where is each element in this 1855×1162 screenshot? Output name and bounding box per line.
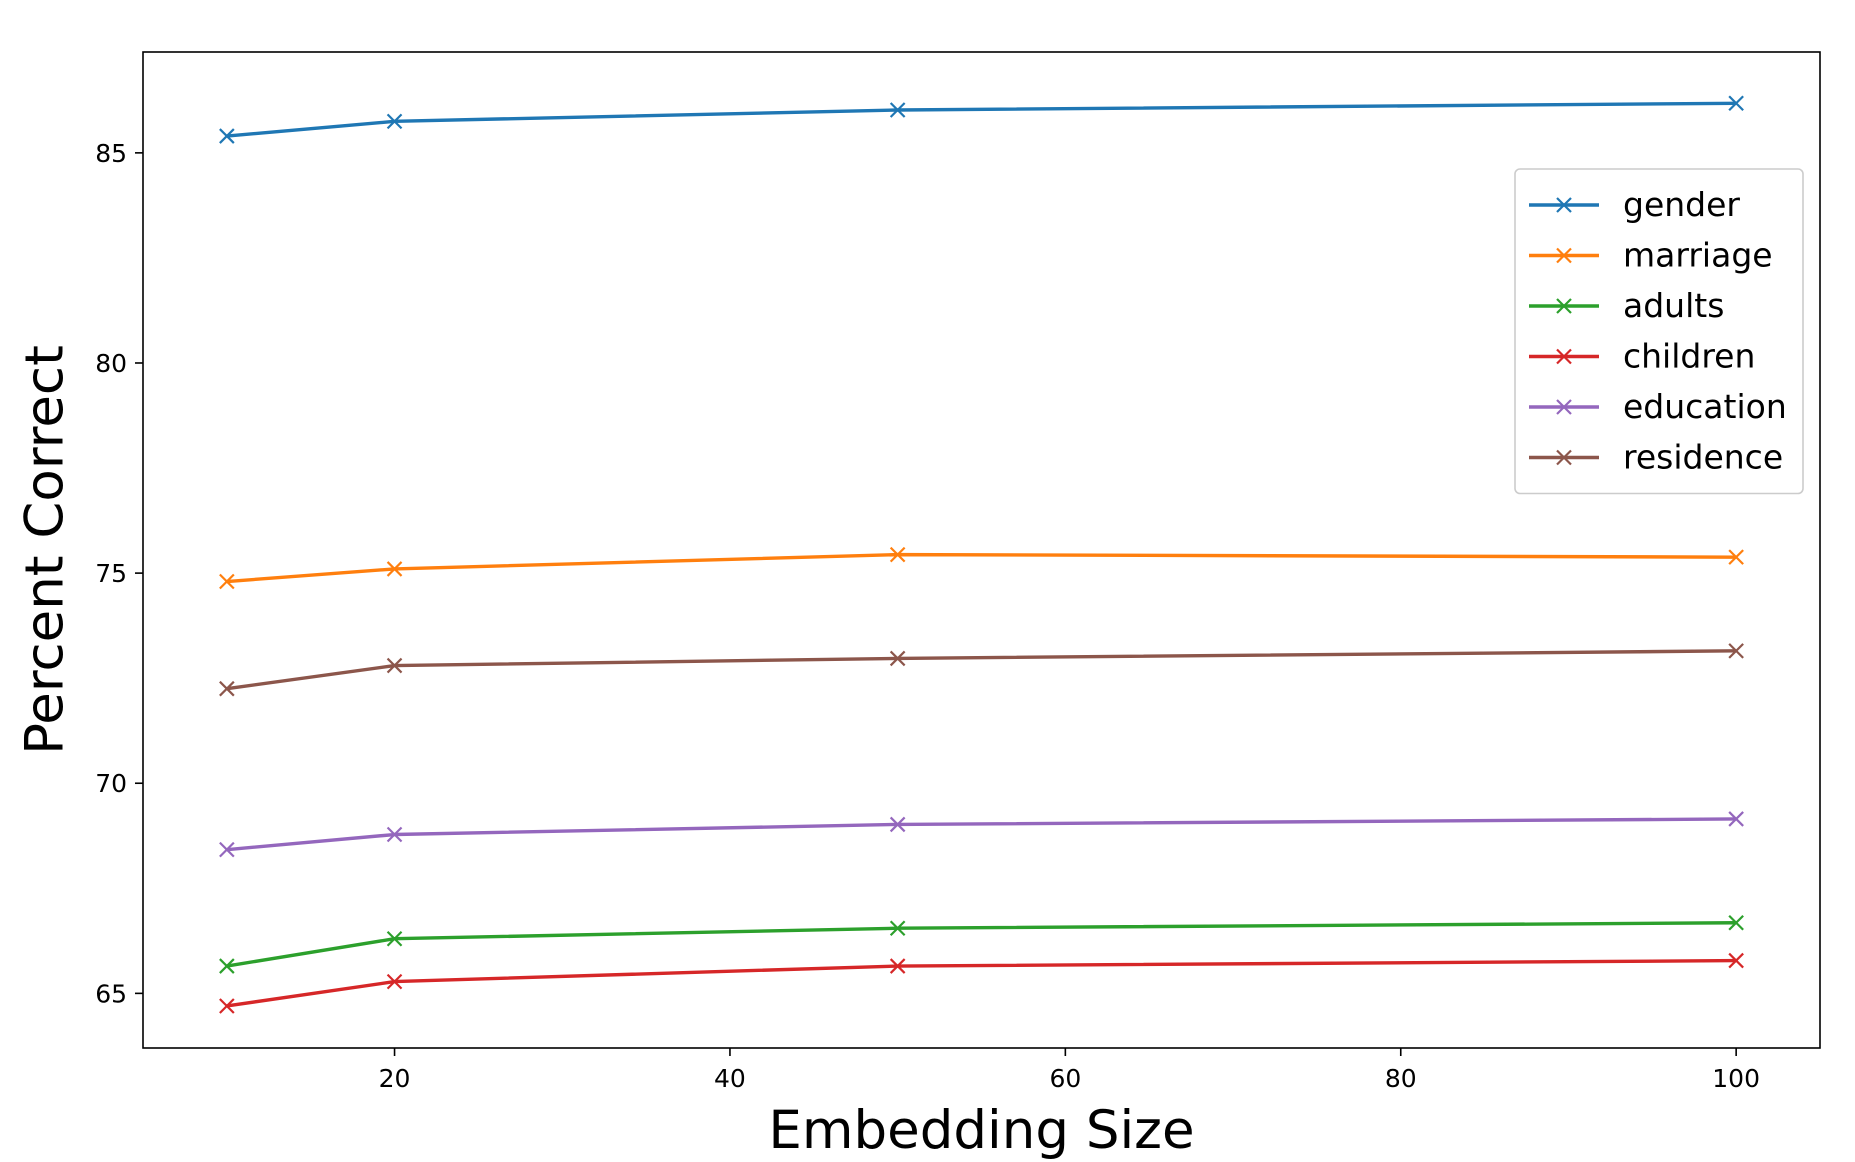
series-layer <box>219 95 1744 1014</box>
series-line-residence <box>226 649 1737 691</box>
legend-label: education <box>1623 387 1787 426</box>
data-point-residence <box>219 680 235 697</box>
series-adults <box>219 914 1744 974</box>
data-point-marriage <box>219 573 235 590</box>
legend-label: residence <box>1623 438 1783 477</box>
series-line-marriage <box>226 552 1737 584</box>
data-point-gender <box>219 128 235 144</box>
data-point-gender <box>1728 95 1744 112</box>
series-children <box>219 952 1744 1014</box>
data-point-residence <box>1728 643 1744 659</box>
series-line-adults <box>226 921 1737 968</box>
legend-marker <box>1556 348 1572 365</box>
legend-marker <box>1556 449 1572 466</box>
data-point-children <box>1728 952 1744 969</box>
legend-marker <box>1556 197 1572 213</box>
y-axis-title: Percent Correct <box>15 345 76 755</box>
series-line-children <box>226 958 1737 1008</box>
legend: gender marriage adults children education res… <box>1514 168 1804 495</box>
data-point-residence <box>386 657 403 674</box>
data-point-adults <box>219 958 235 974</box>
x-tick-label: 60 <box>1049 1064 1081 1093</box>
data-point-children <box>386 973 403 990</box>
series-marriage <box>219 546 1744 590</box>
data-point-gender <box>386 113 403 130</box>
x-tick-label: 100 <box>1712 1064 1760 1093</box>
data-point-adults <box>1728 914 1744 931</box>
legend-box <box>1514 168 1804 495</box>
data-point-education <box>1728 811 1744 827</box>
legend-item-marriage: marriage <box>1529 236 1773 275</box>
data-point-education <box>219 841 235 858</box>
y-tick-label: 85 <box>95 139 127 168</box>
series-education <box>219 811 1744 858</box>
x-tick-label: 40 <box>714 1064 746 1093</box>
data-point-adults <box>386 930 403 947</box>
legend-label: marriage <box>1623 236 1773 275</box>
legend-item-adults: adults <box>1529 286 1724 325</box>
legend-marker <box>1556 298 1572 314</box>
plot-frame <box>142 51 1821 1049</box>
x-tick-label: 20 <box>379 1064 411 1093</box>
legend-item-education: education <box>1529 387 1787 426</box>
legend-marker <box>1556 399 1572 415</box>
data-point-children <box>219 998 235 1014</box>
legend-item-gender: gender <box>1529 185 1740 224</box>
legend-label: children <box>1623 337 1755 376</box>
legend-item-children: children <box>1529 337 1755 376</box>
series-gender <box>219 95 1744 144</box>
legend-item-residence: residence <box>1529 438 1783 477</box>
data-point-residence <box>889 650 906 667</box>
data-point-marriage <box>889 546 906 563</box>
data-point-adults <box>889 920 906 937</box>
data-point-education <box>889 816 906 833</box>
series-residence <box>219 643 1744 697</box>
y-tick-label: 70 <box>95 769 127 798</box>
y-tick-label: 75 <box>95 559 127 588</box>
y-tick-label: 65 <box>95 979 127 1008</box>
axes-layer: 20 40 60 80 100 65 70 75 80 85 <box>95 51 1821 1093</box>
series-line-gender <box>226 101 1737 138</box>
x-axis-title: Embedding Size <box>768 1100 1194 1161</box>
data-point-marriage <box>386 561 403 577</box>
x-tick-label: 80 <box>1385 1064 1417 1093</box>
data-point-education <box>386 826 403 843</box>
data-point-children <box>889 958 906 974</box>
legend-label: adults <box>1623 286 1724 325</box>
legend-label: gender <box>1623 185 1740 224</box>
data-point-marriage <box>1728 549 1744 565</box>
y-tick-label: 80 <box>95 349 127 378</box>
series-line-education <box>226 817 1737 852</box>
data-point-gender <box>889 102 906 118</box>
legend-marker <box>1556 247 1572 264</box>
